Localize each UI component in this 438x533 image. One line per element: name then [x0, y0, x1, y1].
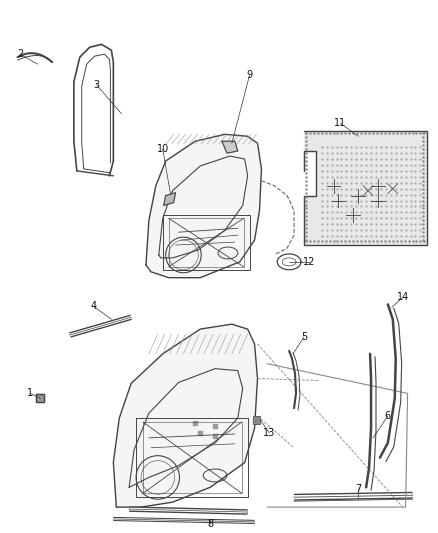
- Text: 12: 12: [302, 257, 314, 267]
- Text: 11: 11: [334, 118, 346, 128]
- Text: 2: 2: [18, 49, 24, 59]
- Polygon shape: [222, 141, 237, 153]
- Text: 8: 8: [207, 519, 213, 529]
- Text: 4: 4: [90, 301, 96, 311]
- FancyBboxPatch shape: [252, 416, 260, 424]
- Polygon shape: [113, 324, 257, 507]
- Polygon shape: [145, 134, 261, 278]
- Text: 14: 14: [396, 293, 408, 302]
- Text: 6: 6: [384, 411, 390, 421]
- Text: 7: 7: [354, 484, 360, 494]
- Text: 3: 3: [93, 80, 99, 90]
- Polygon shape: [303, 131, 426, 245]
- Text: 9: 9: [246, 70, 252, 80]
- Text: 5: 5: [300, 332, 306, 342]
- Text: 1: 1: [27, 389, 33, 398]
- Text: 13: 13: [263, 428, 275, 438]
- Polygon shape: [163, 192, 175, 206]
- Text: 10: 10: [156, 144, 169, 154]
